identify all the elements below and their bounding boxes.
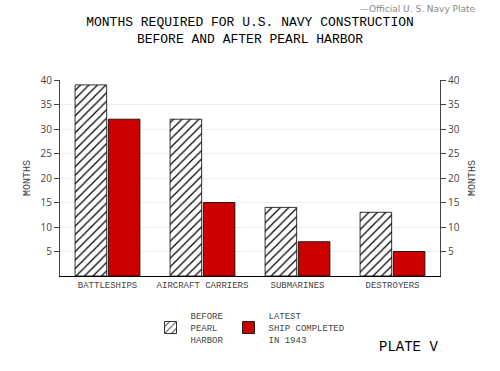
svg-text:SUBMARINES: SUBMARINES: [270, 281, 324, 291]
svg-text:AIRCRAFT CARRIERS: AIRCRAFT CARRIERS: [157, 281, 249, 291]
svg-text:40: 40: [41, 73, 53, 87]
svg-text:—Official U. S. Navy Plate: —Official U. S. Navy Plate: [360, 4, 476, 14]
svg-text:25: 25: [41, 146, 53, 160]
svg-text:BATTLESHIPS: BATTLESHIPS: [78, 281, 137, 291]
svg-text:LATESTSHIP COMPLETEDIN 1943: LATESTSHIP COMPLETEDIN 1943: [269, 312, 345, 345]
svg-text:15: 15: [41, 195, 53, 209]
svg-text:25: 25: [448, 146, 460, 160]
svg-text:5: 5: [46, 244, 52, 258]
svg-text:20: 20: [41, 171, 53, 185]
svg-text:30: 30: [41, 122, 53, 136]
svg-text:10: 10: [41, 220, 53, 234]
svg-text:20: 20: [448, 171, 460, 185]
svg-text:DESTROYERS: DESTROYERS: [365, 281, 419, 291]
svg-text:MONTHS: MONTHS: [22, 160, 33, 196]
svg-text:BEFOREPEARLHARBOR: BEFOREPEARLHARBOR: [191, 312, 224, 345]
svg-text:35: 35: [41, 97, 53, 111]
svg-text:15: 15: [448, 195, 460, 209]
svg-text:PLATE V: PLATE V: [379, 339, 438, 355]
svg-text:5: 5: [448, 244, 454, 258]
svg-text:10: 10: [448, 220, 460, 234]
svg-text:35: 35: [448, 97, 460, 111]
svg-text:40: 40: [448, 73, 460, 87]
svg-text:MONTHS REQUIRED FOR U.S. NAVY: MONTHS REQUIRED FOR U.S. NAVY CONSTRUCTI…: [86, 15, 414, 47]
svg-text:MONTHS: MONTHS: [467, 160, 478, 196]
svg-text:30: 30: [448, 122, 460, 136]
